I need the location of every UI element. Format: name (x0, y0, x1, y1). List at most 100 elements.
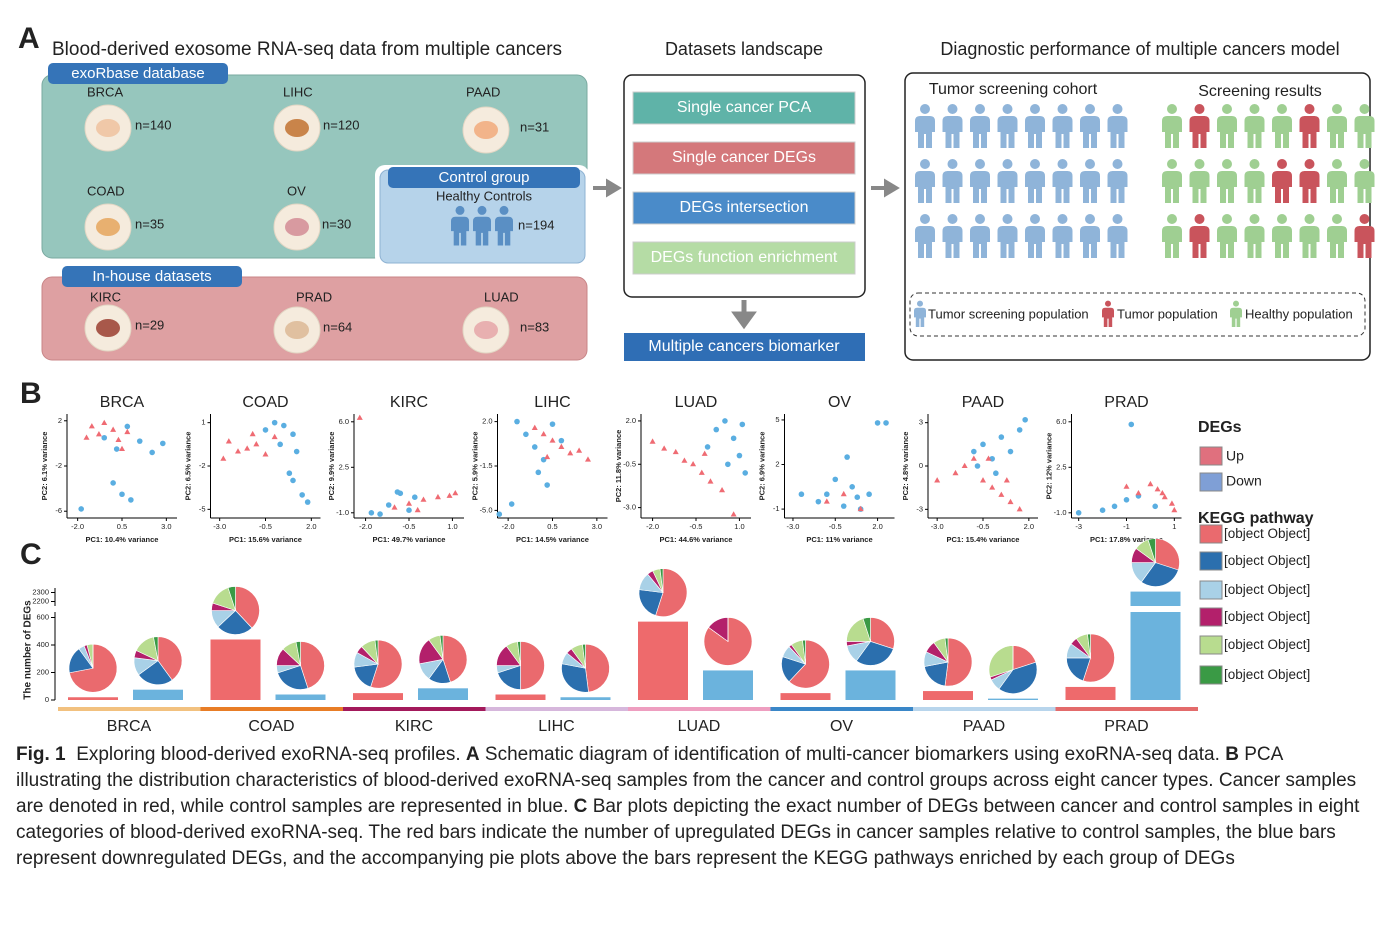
pie-slice (157, 636, 183, 681)
group-strip (200, 707, 343, 711)
step-box (632, 191, 856, 225)
person-icon (1354, 214, 1375, 258)
step-box (632, 141, 856, 175)
pie-slice (802, 639, 806, 665)
control-point (286, 470, 293, 477)
control-point (798, 491, 805, 498)
pie-slice (1140, 562, 1179, 587)
control-point (377, 511, 383, 517)
x-tick-label: COAD (248, 718, 294, 735)
bar (1130, 612, 1181, 700)
legend-swatch (1199, 607, 1223, 627)
control-point (815, 498, 822, 505)
cancer-point (244, 445, 251, 451)
cancer-point (124, 428, 131, 435)
step-label: Single cancer DEGs (672, 149, 816, 166)
bar (495, 694, 546, 700)
panel-label: B (20, 377, 42, 410)
y-tick-label: -1.0 (1054, 508, 1067, 517)
control-point (496, 511, 503, 517)
control-point (290, 431, 296, 438)
person-icon (1244, 159, 1265, 203)
control-point (101, 434, 108, 441)
x-tick-label: LIHC (538, 718, 574, 735)
person-icon (1189, 104, 1210, 148)
cancer-point (576, 447, 583, 453)
control-point (866, 491, 872, 498)
x-axis-label: PC1: 14.5% variance (516, 535, 589, 544)
cancer-point (934, 477, 941, 483)
cancer-point (262, 451, 269, 457)
control-point (549, 421, 556, 427)
bar (780, 693, 831, 700)
y-tick-label: 2.5 (1056, 462, 1066, 471)
x-axis-label: PC1: 10.4% variance (86, 535, 159, 544)
y-tick-label: -1.0 (336, 508, 349, 517)
bar (275, 694, 326, 700)
cancer-point (649, 438, 656, 444)
person-icon (915, 159, 935, 203)
cancer-point (681, 457, 688, 463)
x-axis-label: PC1: 17.8% variance (1090, 535, 1163, 544)
control-point (832, 476, 839, 483)
step-label: DEGs function enrichment (651, 249, 838, 266)
legend-label: [object Object] (1224, 582, 1311, 597)
pie-slice (1155, 538, 1180, 571)
legend-swatch (1199, 635, 1223, 655)
x-tick-label: 1.0 (734, 522, 744, 531)
control-point (124, 423, 131, 430)
person-icon (1327, 104, 1347, 148)
y-tick-label: 0 (45, 695, 49, 704)
bar (845, 670, 896, 700)
control-point (293, 448, 300, 455)
cancer-point (446, 492, 453, 498)
cancer-n: n=64 (323, 319, 352, 334)
cancer-name: COAD (87, 183, 125, 198)
y-axis-label: PC2: 6.1% variance (40, 432, 49, 501)
x-tick-label: -3.0 (213, 522, 226, 531)
person-icon (1189, 214, 1210, 258)
group-strip (628, 707, 771, 711)
y-tick-label: 200 (36, 667, 49, 676)
x-axis-label: PC1: 15.4% variance (947, 535, 1020, 544)
cancer-point (961, 462, 968, 468)
group-strip (1055, 707, 1198, 711)
pie-slice (998, 661, 1038, 694)
cancer-point (452, 490, 459, 496)
cancer-point (1154, 486, 1161, 492)
y-axis-label: PC2: 11.8% variance (614, 430, 623, 503)
cancer-point (1168, 500, 1175, 506)
control-point (974, 463, 981, 469)
cancer-point (698, 469, 705, 475)
cancer-point (406, 500, 412, 506)
legend-label: [object Object] (1224, 526, 1311, 541)
pie-slice (439, 635, 444, 660)
bar (923, 691, 973, 700)
pie-slice (561, 663, 589, 693)
pie-slice (988, 645, 1014, 678)
pie-slice (1087, 633, 1091, 658)
control-point (136, 438, 143, 444)
pie-slice (870, 617, 895, 650)
person-icon (970, 104, 990, 148)
tab-label: exoRbase database (71, 65, 204, 82)
control-point (281, 422, 287, 429)
cancer-point (1016, 506, 1023, 512)
plot-title: COAD (242, 394, 288, 411)
bar (418, 688, 468, 700)
legend-label: [object Object] (1224, 667, 1311, 682)
x-tick-label: 0.5 (547, 522, 557, 531)
step-box (632, 241, 856, 275)
person-icon (495, 205, 513, 246)
pie-slice (277, 665, 309, 690)
person-icon (914, 300, 926, 327)
tab (48, 63, 228, 84)
person-icon (1327, 159, 1347, 203)
cancer-point (95, 431, 102, 437)
cancer-point (567, 450, 574, 456)
person-icon (1107, 104, 1128, 148)
y-tick-label: -5 (199, 504, 206, 513)
caption-title: Exploring blood-derived exoRNA-seq profi… (76, 744, 461, 765)
pie-slice (374, 639, 379, 665)
legend-swatch (1199, 665, 1223, 685)
